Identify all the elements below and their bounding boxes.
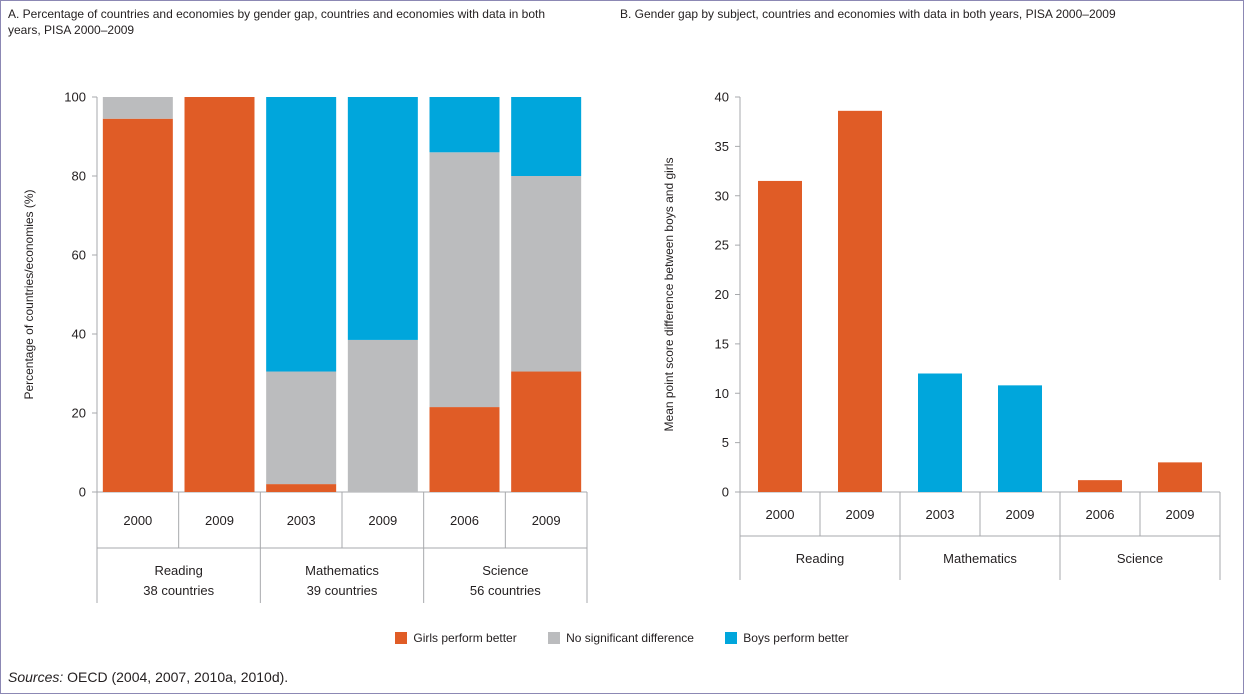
panel-a-bar-girls	[184, 97, 255, 492]
panel-a-group-label: Reading	[154, 563, 202, 578]
legend-swatch-no-difference	[548, 632, 561, 644]
legend-label-no-difference: No significant difference	[566, 631, 694, 645]
panel-b-bar	[918, 373, 962, 492]
panel-a-bar-boys	[429, 97, 500, 153]
panel-b-category-label: 2003	[926, 507, 955, 522]
legend-label-boys: Boys perform better	[743, 631, 849, 645]
panel-a-y-axis-title: Percentage of countries/economies (%)	[22, 189, 36, 399]
panel-a-y-tick-label: 20	[72, 406, 86, 421]
legend-item-no-difference: No significant difference	[548, 631, 694, 645]
panel-a-category-label: 2000	[123, 513, 152, 528]
panel-a-y-tick-label: 100	[64, 90, 86, 105]
panel-b-group-label: Mathematics	[943, 551, 1017, 566]
panel-a-group-label: Mathematics	[305, 563, 379, 578]
panel-b-category-label: 2009	[1166, 507, 1195, 522]
panel-b-bar	[1078, 480, 1122, 492]
panel-a-title: A. Percentage of countries and economies…	[8, 7, 546, 37]
panel-a-y-tick-label: 40	[72, 327, 86, 342]
panel-b-group-label: Reading	[796, 551, 844, 566]
sources-label: Sources:	[8, 669, 64, 685]
legend-item-girls: Girls perform better	[395, 631, 517, 645]
panel-b-y-tick-label: 5	[722, 435, 729, 450]
panel-a-group-sublabel: 56 countries	[470, 583, 541, 598]
panel-a-bar-boys	[511, 97, 582, 176]
panel-a-category-label: 2009	[205, 513, 234, 528]
panel-a-bar-boys	[266, 97, 337, 372]
panel-b-category-label: 2009	[846, 507, 875, 522]
panel-a-bar-girls	[429, 407, 500, 492]
panel-a-bar-girls	[266, 484, 337, 492]
panel-b-y-axis-title: Mean point score difference between boys…	[662, 158, 676, 432]
panel-a-category-label: 2006	[450, 513, 479, 528]
sources-text: OECD (2004, 2007, 2010a, 2010d).	[67, 669, 289, 685]
panel-a-y-tick-label: 60	[72, 248, 86, 263]
panel-b-category-label: 2009	[1006, 507, 1035, 522]
panel-b-y-tick-label: 30	[715, 188, 729, 203]
panel-a-category-label: 2003	[287, 513, 316, 528]
panel-a-y-tick-label: 80	[72, 169, 86, 184]
panel-b-y-tick-label: 0	[722, 485, 729, 500]
panel-b-y-tick-label: 10	[715, 386, 729, 401]
panel-a-bar-girls	[511, 371, 582, 492]
panel-b-title: B. Gender gap by subject, countries and …	[620, 7, 1116, 21]
panel-b-category-label: 2000	[766, 507, 795, 522]
panel-b-y-tick-label: 35	[715, 139, 729, 154]
panel-a-category-label: 2009	[368, 513, 397, 528]
legend-swatch-boys	[725, 632, 738, 644]
legend-swatch-girls	[395, 632, 408, 644]
panel-a-bar-no-difference	[511, 176, 582, 372]
panel-b-group-label: Science	[1117, 551, 1163, 566]
panel-b-y-tick-label: 20	[715, 287, 729, 302]
panel-b-y-tick-label: 40	[715, 90, 729, 105]
legend-label-girls: Girls perform better	[413, 631, 517, 645]
panel-a-group-label: Science	[482, 563, 528, 578]
panel-b-bar	[838, 110, 882, 492]
sources-note: Sources: OECD (2004, 2007, 2010a, 2010d)…	[8, 669, 288, 685]
panel-b-bar	[758, 180, 802, 492]
legend-item-boys: Boys perform better	[725, 631, 849, 645]
panel-a-bar-no-difference	[429, 152, 500, 408]
panel-a-bar-no-difference	[347, 339, 418, 492]
panel-a-category-label: 2009	[532, 513, 561, 528]
panel-b-y-tick-label: 25	[715, 238, 729, 253]
panel-b-y-tick-label: 15	[715, 336, 729, 351]
panel-b-category-label: 2006	[1086, 507, 1115, 522]
panel-a-group-sublabel: 38 countries	[143, 583, 214, 598]
panel-a-bar-no-difference	[102, 97, 173, 119]
panel-a-group-sublabel: 39 countries	[307, 583, 378, 598]
panel-a-bar-boys	[347, 97, 418, 340]
panel-a-y-tick-label: 0	[79, 485, 86, 500]
panel-b-bar	[1158, 462, 1202, 492]
panel-a-bar-girls	[102, 118, 173, 492]
legend: Girls perform better No significant diff…	[0, 631, 1244, 647]
panel-b-bar	[998, 385, 1042, 492]
panel-a-bar-no-difference	[266, 371, 337, 485]
